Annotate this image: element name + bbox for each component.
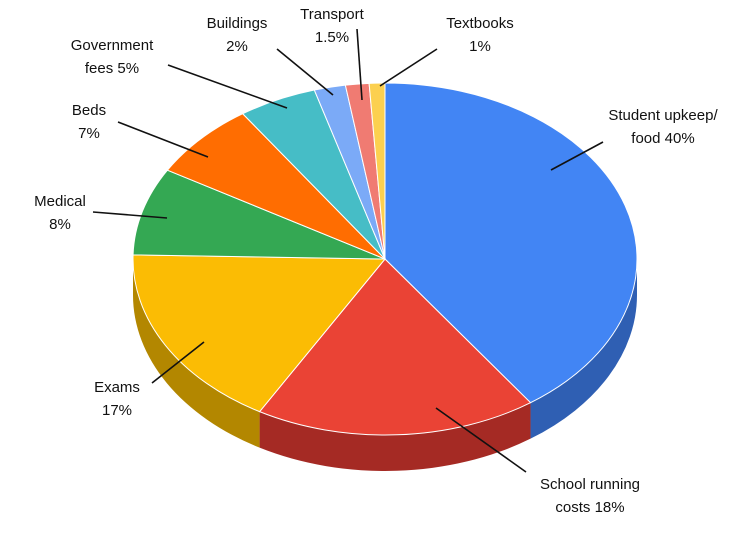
slice-label-buildings: Buildings 2% <box>207 15 268 55</box>
side-wall-student-upkeep-food <box>530 259 637 439</box>
leader-line-transport <box>356 28 363 101</box>
pie-slice-medical <box>132 169 386 260</box>
leader-line-exams <box>151 341 205 384</box>
slice-label-transport: Transport 1.5% <box>300 6 364 46</box>
leader-line-buildings <box>276 48 334 96</box>
leader-line-government-fees <box>167 64 288 109</box>
leader-line-school-running-costs <box>435 407 527 473</box>
leader-line-beds <box>117 121 209 158</box>
pie-slice-exams <box>132 254 387 413</box>
slice-label-exams: Exams 17% <box>94 379 140 419</box>
pie-slice-student-upkeep-food <box>384 82 638 404</box>
leader-line-medical <box>92 211 168 219</box>
slice-label-school-running-costs: School running costs 18% <box>540 476 640 516</box>
slice-label-textbooks: Textbooks 1% <box>446 15 514 55</box>
leader-line-textbooks <box>379 48 438 87</box>
leader-line-student-upkeep-food <box>550 141 604 171</box>
pie-sides <box>132 259 637 472</box>
side-wall-exams <box>132 259 260 448</box>
slice-labels: Student upkeep/food 40% School running cos… <box>34 6 718 516</box>
slice-label-beds: Beds 7% <box>72 102 106 142</box>
side-wall-school-running-costs <box>259 402 531 472</box>
slice-label-government-fees: Government fees 5% <box>71 37 154 77</box>
slice-label-medical: Medical 8% <box>34 193 86 233</box>
slice-label-student-upkeep-food: Student upkeep/food 40% <box>608 107 718 147</box>
pie-slice-school-running-costs <box>258 258 532 436</box>
leader-lines <box>92 28 604 473</box>
pie-slices <box>132 82 638 436</box>
pie-slice-beds <box>166 113 386 260</box>
